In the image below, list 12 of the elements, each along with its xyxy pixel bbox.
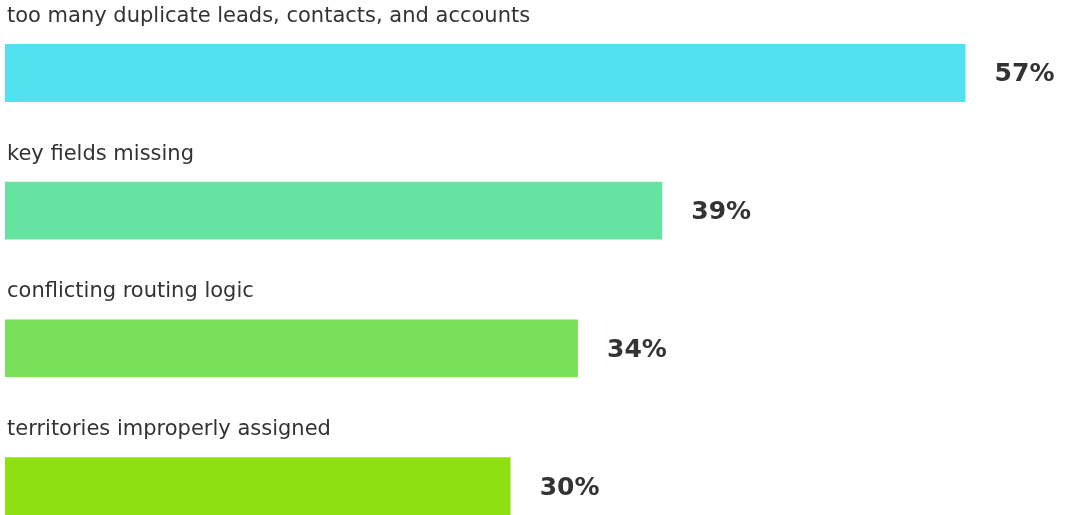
y-tick-label: key fields missing (7, 141, 195, 165)
bar (5, 319, 578, 378)
data-label: 39% (665, 196, 752, 226)
data-label: 57% (968, 58, 1055, 88)
y-tick-label: territories improperly assigned (7, 416, 331, 440)
data-label: 34% (580, 333, 667, 363)
data-label: 30% (513, 471, 600, 501)
y-tick-label: too many duplicate leads, contacts, and accounts (7, 3, 531, 27)
bar (5, 44, 966, 102)
y-tick-label: conflicting routing logic (7, 278, 254, 302)
bar (5, 181, 663, 240)
bar (5, 457, 511, 515)
